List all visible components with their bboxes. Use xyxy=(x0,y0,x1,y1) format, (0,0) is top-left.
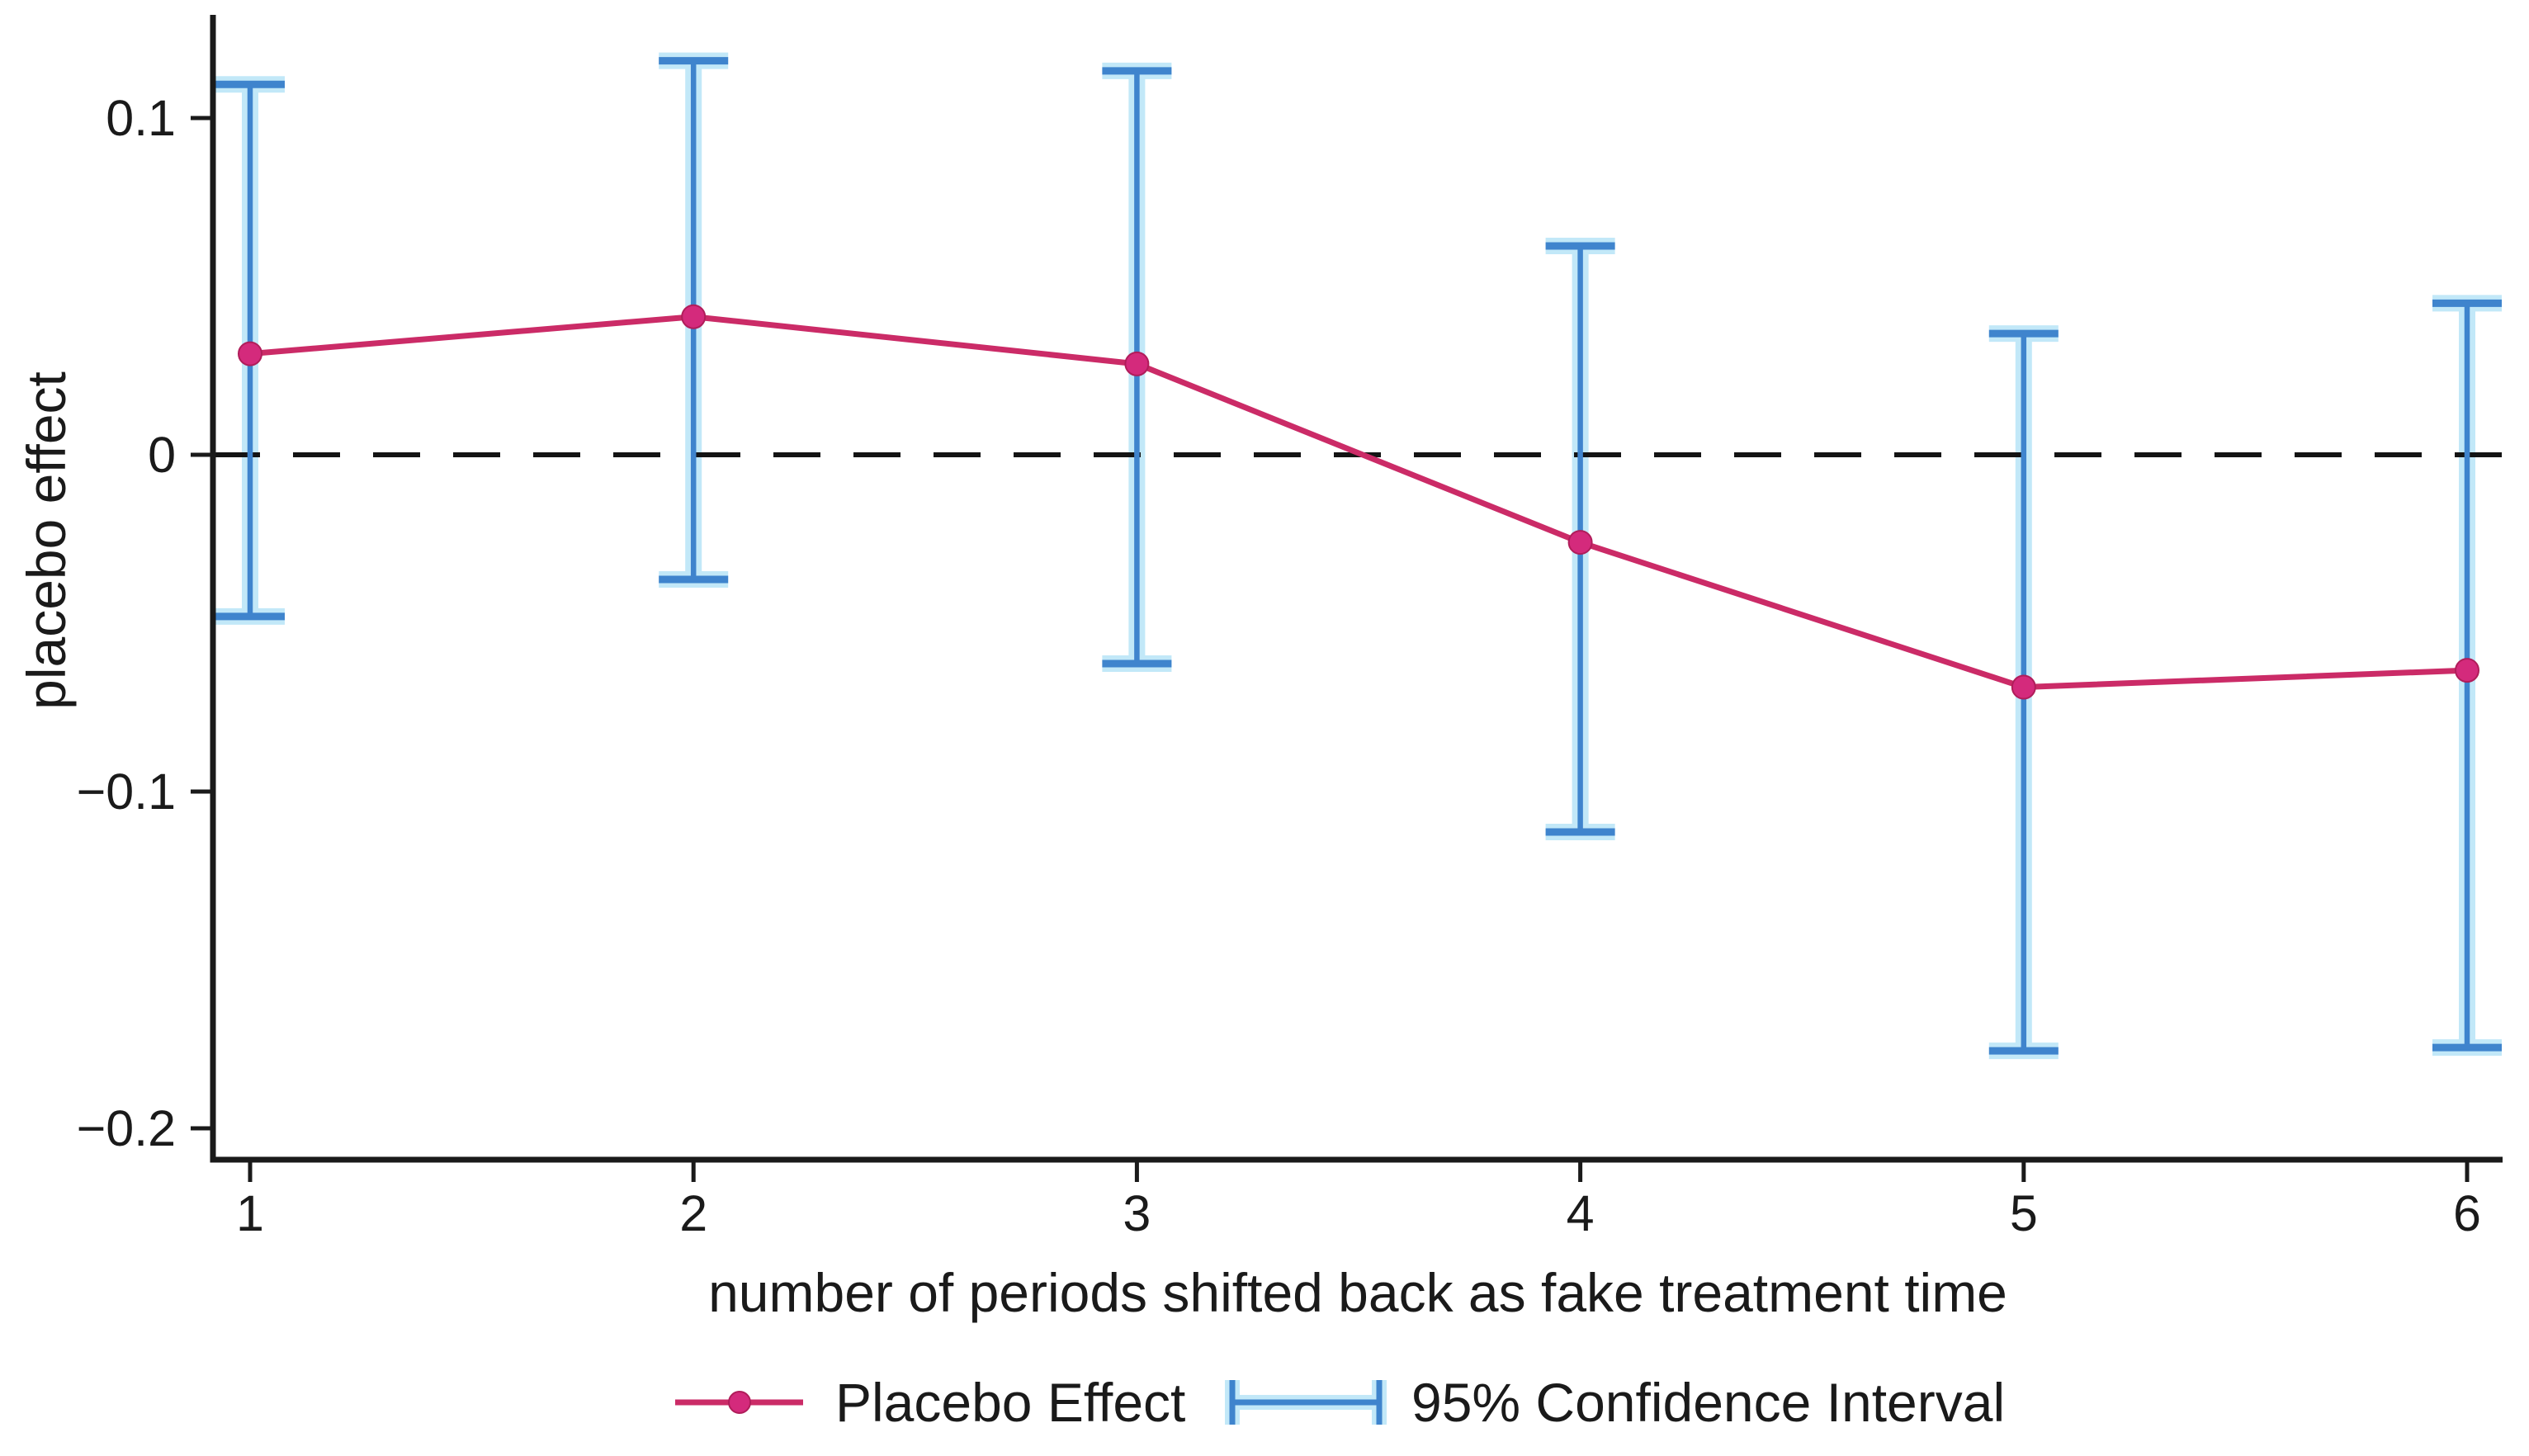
legend-label-confidence-interval: 95% Confidence Interval xyxy=(1411,1372,2005,1433)
x-tick-label: 2 xyxy=(679,1185,707,1241)
ci-cap xyxy=(1988,329,2059,1055)
x-tick-label: 5 xyxy=(2010,1185,2038,1241)
y-tick-label: −0.2 xyxy=(77,1100,176,1156)
ci-cap xyxy=(659,57,729,584)
legend-ci-sample xyxy=(1229,1380,1383,1425)
y-tick-label: −0.1 xyxy=(77,763,176,820)
x-axis-title: number of periods shifted back as fake t… xyxy=(708,1262,2007,1323)
legend: Placebo Effect 95% Confidence Interval xyxy=(675,1372,2005,1433)
y-tick-label: 0 xyxy=(148,427,176,483)
data-point-marker xyxy=(1124,351,1150,376)
x-tick-label: 6 xyxy=(2453,1185,2481,1241)
x-tick-label: 1 xyxy=(236,1185,264,1241)
ci-cap xyxy=(1102,67,1172,668)
data-point-marker xyxy=(2455,658,2479,683)
legend-label-placebo-effect: Placebo Effect xyxy=(835,1372,1185,1433)
data-point-marker xyxy=(2011,674,2036,700)
y-axis-title: placebo effect xyxy=(16,371,77,710)
x-tick-label: 3 xyxy=(1123,1185,1151,1241)
legend-marker-sample xyxy=(728,1391,751,1414)
data-point-marker xyxy=(1567,530,1593,555)
x-tick-label: 4 xyxy=(1567,1185,1595,1241)
data-point-marker xyxy=(238,341,262,366)
ci-cap xyxy=(2432,299,2502,1052)
data-point-marker xyxy=(681,304,707,329)
axes-frame xyxy=(210,15,2503,1163)
placebo-effect-line xyxy=(249,314,2468,691)
ci-cap xyxy=(215,80,285,621)
y-tick-label: 0.1 xyxy=(106,90,176,146)
ci-cap xyxy=(1545,242,1615,836)
